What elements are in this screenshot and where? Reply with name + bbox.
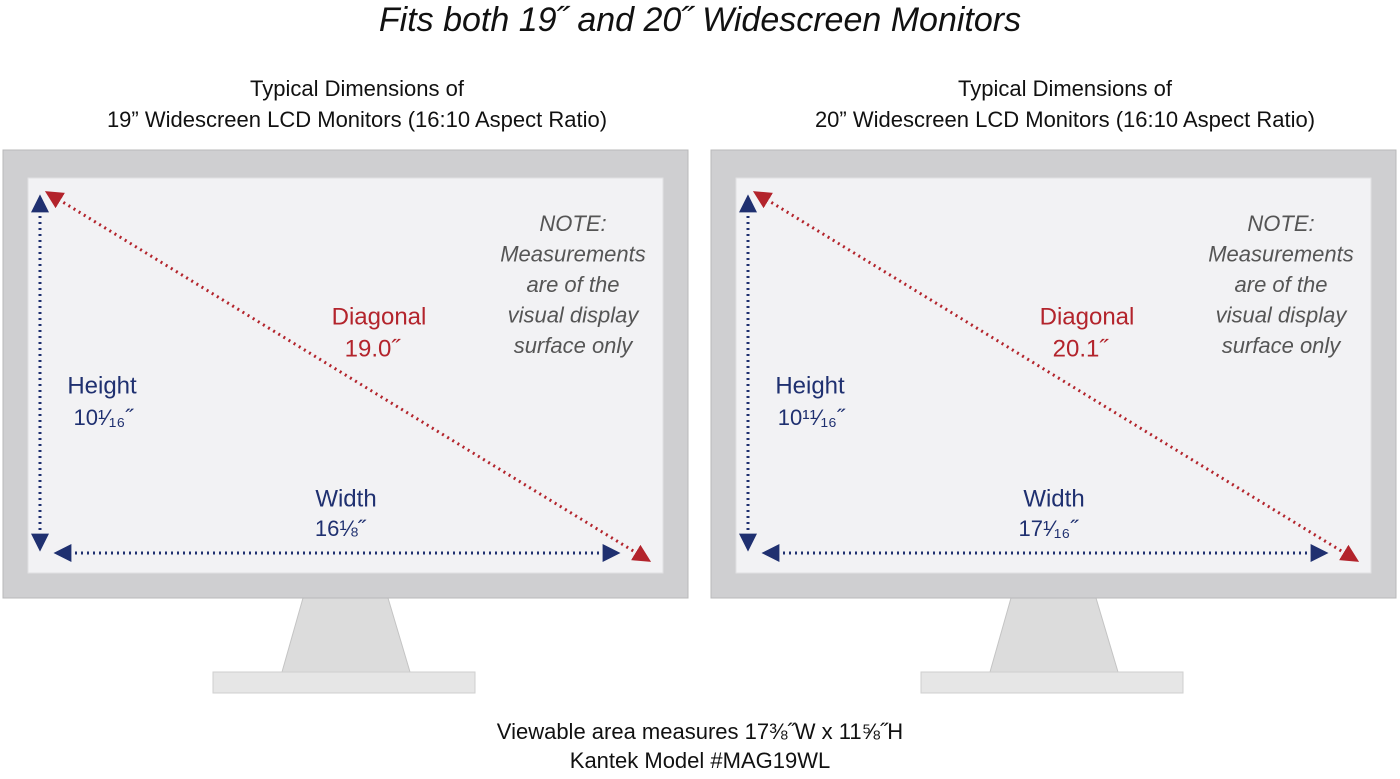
width-label: Width	[1023, 485, 1084, 512]
note-line: Measurements	[500, 241, 646, 266]
diagonal-label: Diagonal	[1040, 303, 1135, 330]
note-line: NOTE:	[1247, 211, 1314, 236]
height-label: Height	[775, 372, 845, 399]
height-label: Height	[67, 372, 137, 399]
width-label: Width	[315, 485, 376, 512]
monitor-heading: Typical Dimensions of	[958, 76, 1173, 101]
note-line: visual display	[1216, 302, 1349, 327]
footer-line: Kantek Model #MAG19WL	[570, 748, 830, 773]
title: Fits both 19˝ and 20˝ Widescreen Monitor…	[379, 1, 1021, 39]
width-value: 16⅛˝	[315, 516, 367, 541]
note-line: are of the	[1235, 272, 1328, 297]
monitor-heading: 19” Widescreen LCD Monitors (16:10 Aspec…	[107, 107, 607, 132]
height-value: 10¹⁄₁₆˝	[73, 405, 134, 430]
note-line: NOTE:	[539, 211, 606, 236]
diagonal-value: 20.1˝	[1053, 335, 1110, 362]
note-line: visual display	[508, 302, 641, 327]
diagonal-value: 19.0˝	[345, 335, 402, 362]
monitor-neck	[281, 597, 411, 673]
monitor-heading: Typical Dimensions of	[250, 76, 465, 101]
note-line: Measurements	[1208, 241, 1354, 266]
diagonal-label: Diagonal	[332, 303, 427, 330]
monitor-heading: 20” Widescreen LCD Monitors (16:10 Aspec…	[815, 107, 1315, 132]
monitor-base	[212, 671, 476, 694]
footer-line: Viewable area measures 17⅜˝W x 11⅝˝H	[497, 719, 903, 744]
height-value: 10¹¹⁄₁₆˝	[778, 405, 846, 430]
width-value: 17¹⁄₁₆˝	[1018, 516, 1079, 541]
monitor-neck	[989, 597, 1119, 673]
note-line: surface only	[514, 333, 635, 358]
monitor-base	[920, 671, 1184, 694]
note-line: surface only	[1222, 333, 1343, 358]
note-line: are of the	[527, 272, 620, 297]
